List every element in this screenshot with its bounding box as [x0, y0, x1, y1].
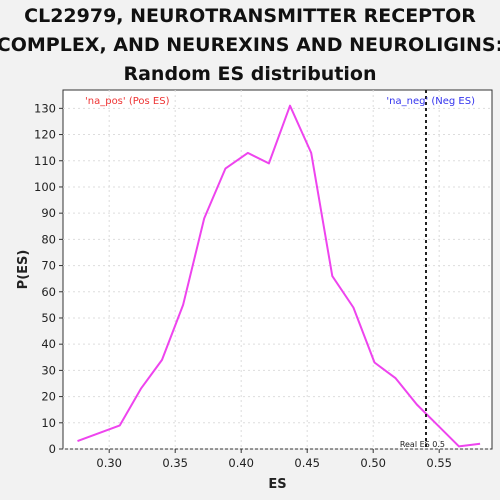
- y-tick-label: 110: [34, 154, 56, 168]
- y-tick-label: 10: [41, 416, 56, 430]
- chart-title-line: Random ES distribution: [123, 63, 376, 85]
- x-axis-label: ES: [268, 477, 286, 492]
- chart-title-line: CL22979, NEUROTRANSMITTER RECEPTOR: [24, 5, 476, 27]
- x-tick-label: 0.40: [228, 456, 254, 470]
- y-tick-label: 70: [41, 259, 56, 273]
- y-tick-label: 30: [41, 363, 56, 377]
- y-tick-label: 100: [34, 180, 56, 194]
- y-tick-label: 40: [41, 337, 56, 351]
- pos-es-annotation: 'na_pos' (Pos ES): [85, 96, 170, 107]
- series-layer: [77, 104, 481, 448]
- y-tick-label: 0: [49, 442, 56, 456]
- x-tick-label: 0.30: [96, 456, 122, 470]
- real-es-label: Real ES 0.5: [400, 440, 445, 449]
- y-axis-label: P(ES): [16, 250, 31, 290]
- chart-title: CL22979, NEUROTRANSMITTER RECEPTOR COMPLE…: [0, 5, 500, 85]
- y-tick-label: 80: [41, 232, 56, 246]
- chart-title-line: COMPLEX, AND NEUREXINS AND NEUROLIGINS:: [0, 34, 500, 56]
- y-tick-label: 20: [41, 390, 56, 404]
- x-tick-label: 0.45: [294, 456, 320, 470]
- y-axis-ticks: 0 10 20 30 40 50 60 70 80 90 100 110 120 130: [34, 101, 63, 456]
- plot-area: [62, 89, 493, 450]
- x-tick-label: 0.55: [426, 456, 452, 470]
- y-tick-label: 90: [41, 206, 56, 220]
- y-tick-label: 60: [41, 285, 56, 299]
- y-tick-label: 120: [34, 128, 56, 142]
- x-tick-label: 0.50: [360, 456, 386, 470]
- y-tick-label: 50: [41, 311, 56, 325]
- x-tick-label: 0.35: [162, 456, 188, 470]
- es-distribution-line: [77, 104, 481, 448]
- x-axis-ticks: 0.30 0.35 0.40 0.45 0.50 0.55: [96, 449, 452, 470]
- neg-es-annotation: 'na_neg' (Neg ES): [386, 96, 475, 107]
- grid-lines: [63, 90, 492, 450]
- y-tick-label: 130: [34, 101, 56, 115]
